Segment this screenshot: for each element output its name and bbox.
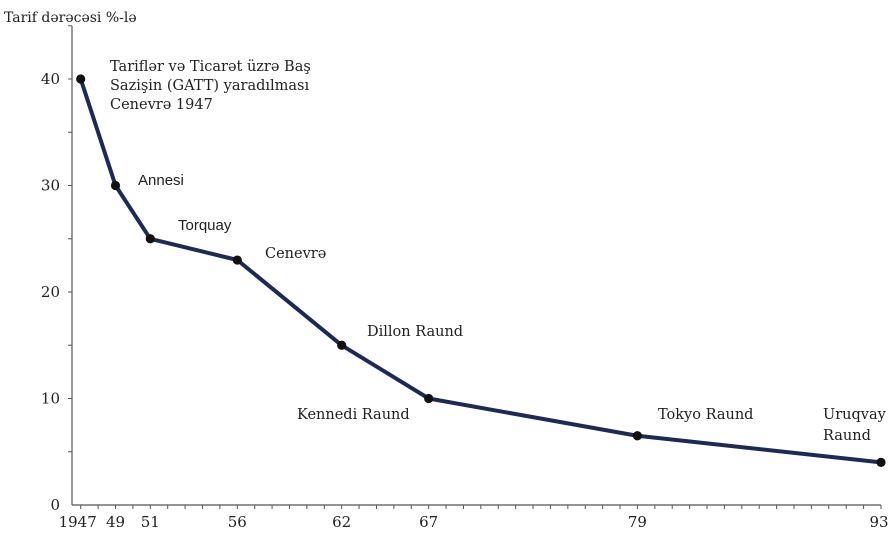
annotation-line: Uruqvay: [823, 407, 887, 423]
annotation-line: Torquay: [178, 217, 232, 234]
data-point: [337, 340, 347, 350]
annotation-label: Uruqvay Raund: [823, 407, 887, 444]
annotation-line: Dillon Raund: [367, 324, 463, 340]
x-tick-label: 67: [419, 513, 438, 531]
annotation-line: Raund: [823, 428, 871, 444]
annotation-line: Tokyo Raund: [658, 407, 753, 423]
annotation-line: Tariflər və Ticarət üzrə Baş: [110, 59, 311, 75]
x-tick-label: 51: [141, 513, 160, 531]
y-tick-label: 40: [41, 70, 60, 88]
x-tick-label: 56: [228, 513, 247, 531]
annotation-line: Annesi: [138, 172, 184, 189]
annotation-label: Tariflər və Ticarət üzrə Baş Sazişin (GAT…: [110, 59, 311, 113]
data-point: [145, 234, 155, 244]
annotation-label: Torquay: [178, 217, 232, 234]
series-line: [78, 77, 883, 465]
annotation-label: Cenevrə: [265, 246, 326, 262]
annotations-group: Tariflər və Ticarət üzrə Baş Sazişin (GAT…: [110, 59, 887, 444]
annotation-label: Kennedi Raund: [297, 407, 410, 423]
y-tick-label: 20: [41, 283, 60, 301]
y-tick-label: 0: [50, 496, 60, 514]
y-tick-label: 10: [41, 390, 60, 408]
annotation-line: Sazişin (GATT) yaradılması: [110, 78, 309, 94]
axes: 0 10 20 30 40 1947 49 51 56 62 67 79 93: [41, 25, 889, 531]
data-point: [76, 74, 86, 84]
y-axis-label: Tarif dərəcəsi %-lə: [4, 10, 137, 26]
x-tick-label: 62: [332, 513, 351, 531]
data-point: [110, 180, 121, 191]
x-tick-label: 49: [106, 513, 125, 531]
annotation-line: Kennedi Raund: [297, 407, 410, 423]
annotation-label: Dillon Raund: [367, 324, 463, 340]
annotation-label: Tokyo Raund: [658, 407, 753, 423]
data-point: [632, 431, 643, 441]
annotation-line: Cenevrə 1947: [110, 97, 213, 113]
x-tick-label: 1947: [59, 513, 97, 531]
y-tick-label: 30: [41, 177, 60, 195]
x-tick-label: 93: [869, 513, 888, 531]
annotation-label: Annesi: [138, 172, 184, 189]
series-group: [76, 74, 886, 467]
data-point: [876, 457, 886, 467]
data-point: [232, 255, 242, 265]
annotation-line: Cenevrə: [265, 246, 326, 262]
x-tick-label: 79: [628, 513, 647, 531]
data-point: [424, 393, 434, 404]
